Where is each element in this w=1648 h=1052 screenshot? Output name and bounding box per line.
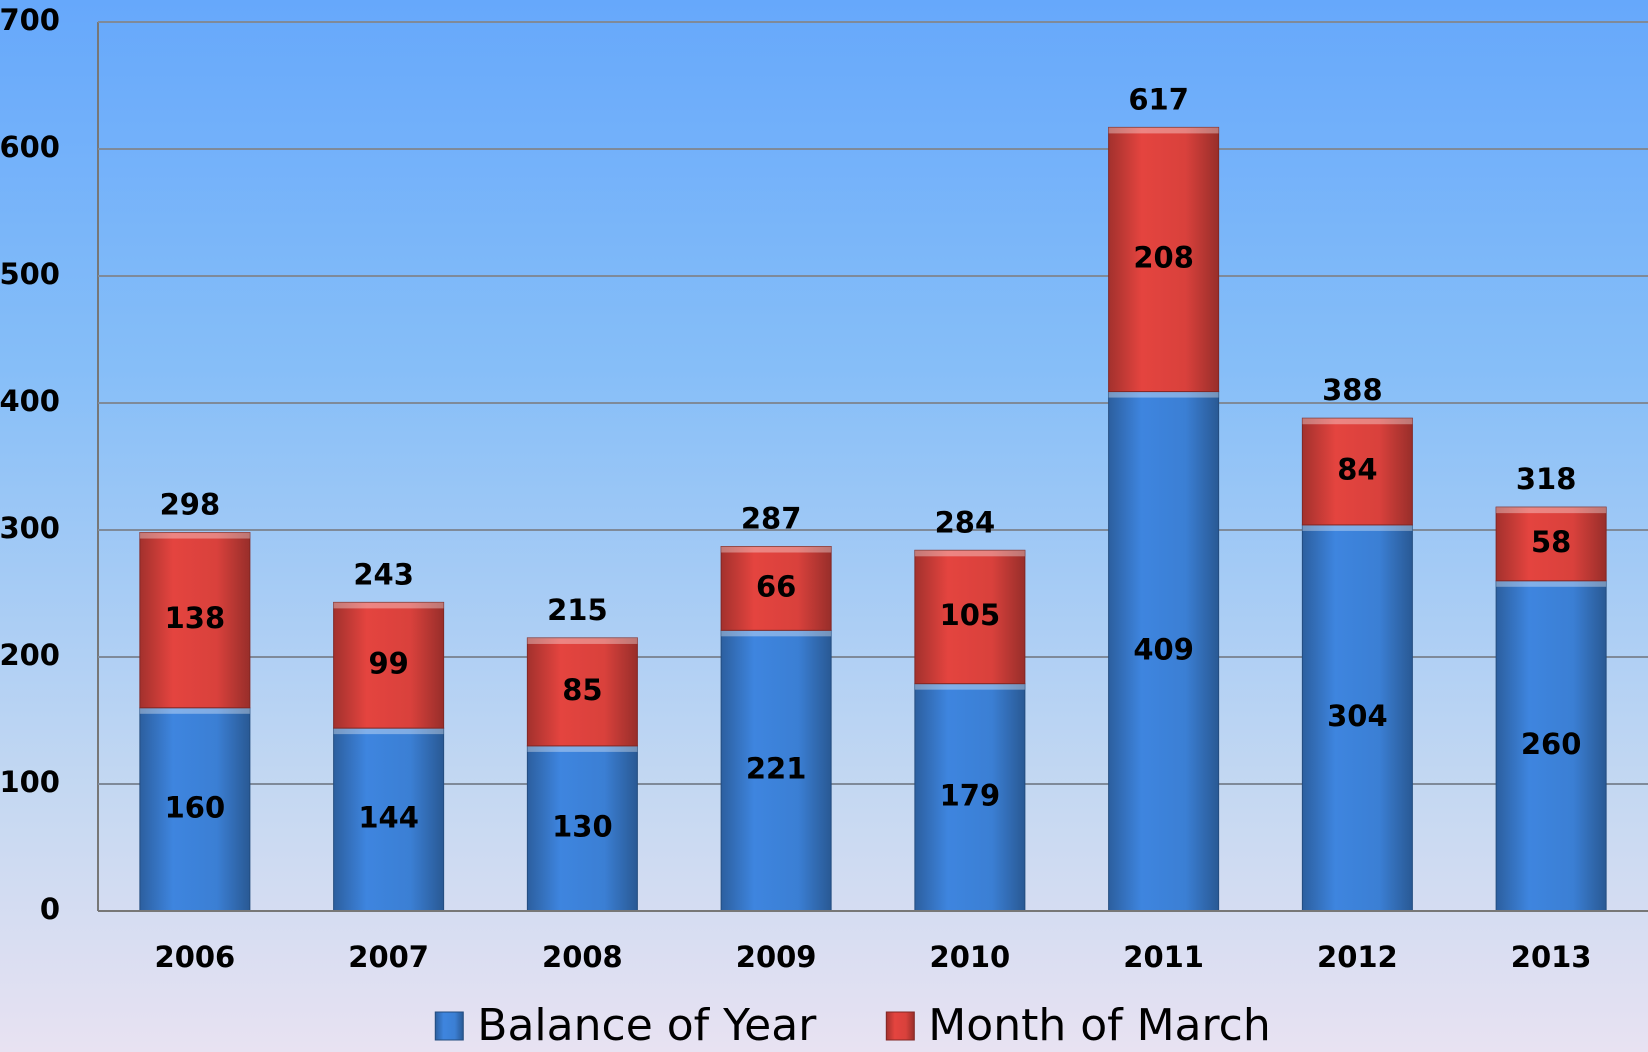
bar-rim [139,707,250,714]
bar-segment [526,637,638,747]
bar-segment [1495,506,1607,582]
bar-segment [1301,417,1413,526]
bar-rim [1108,391,1219,398]
bar-segment [720,546,832,631]
bar-rim [527,745,638,752]
x-tick-label: 2013 [1511,940,1592,974]
value-label: 179 [940,778,1001,812]
y-tick-label: 600 [0,130,60,164]
bar-rim [721,546,832,553]
bar-rim [333,602,444,609]
bar-rim [1496,580,1607,587]
total-label: 243 [353,557,414,591]
value-label: 105 [940,598,1001,632]
value-label: 208 [1133,240,1194,274]
bar-rim [914,550,1025,557]
x-tick-label: 2007 [348,940,429,974]
value-label: 138 [165,601,226,635]
legend-label: Balance of Year [477,1000,817,1051]
total-label: 287 [741,502,802,536]
value-label: 84 [1337,453,1377,487]
x-tick-label: 2006 [155,940,236,974]
bar-segment [526,745,638,912]
y-tick-label: 200 [0,638,60,672]
x-tick-label: 2011 [1123,940,1204,974]
legend-swatch [434,1011,464,1041]
bar-segment [720,629,832,912]
bar-rim [721,630,832,637]
bar-rim [1302,524,1413,531]
value-label: 130 [552,809,613,843]
total-label: 298 [160,488,221,522]
y-tick-label: 300 [0,511,60,545]
value-label: 304 [1327,699,1388,733]
x-tick-label: 2009 [736,940,817,974]
y-tick-label: 700 [0,3,60,37]
total-label: 318 [1516,462,1577,496]
value-label: 58 [1531,525,1571,559]
bar-segment [333,601,445,729]
y-tick-label: 0 [40,892,60,926]
bar-segment [1108,126,1220,393]
legend-label: Month of March [928,1000,1270,1051]
bar-segment [1495,580,1607,912]
bar-segment [1301,524,1413,912]
value-label: 221 [746,752,807,786]
total-label: 284 [935,505,996,539]
total-label: 388 [1322,373,1383,407]
bar-rim [333,728,444,735]
total-label: 617 [1128,82,1189,116]
legend: Balance of Year Month of March [434,1000,1271,1051]
bar-segment [139,532,251,709]
bar-rim [139,532,250,539]
x-tick-label: 2008 [542,940,623,974]
y-tick-label: 500 [0,257,60,291]
value-label: 144 [358,801,419,835]
value-label: 66 [756,569,796,603]
value-label: 260 [1521,727,1582,761]
value-label: 85 [562,673,602,707]
x-tick-label: 2012 [1317,940,1398,974]
bar-rim [914,683,1025,690]
bar-rim [1496,507,1607,514]
bar-segment [1108,391,1220,912]
x-tick-label: 2010 [930,940,1011,974]
bar-segment [914,549,1026,685]
legend-swatch [885,1011,915,1041]
value-label: 160 [165,790,226,824]
bar-rim [1108,127,1219,134]
y-tick-label: 400 [0,384,60,418]
value-label: 409 [1133,632,1194,666]
total-label: 215 [547,593,608,627]
value-label: 99 [368,646,408,680]
bar-rim [1302,418,1413,425]
y-tick-label: 100 [0,765,60,799]
bar-segment [139,707,251,912]
bar-rim [527,637,638,644]
